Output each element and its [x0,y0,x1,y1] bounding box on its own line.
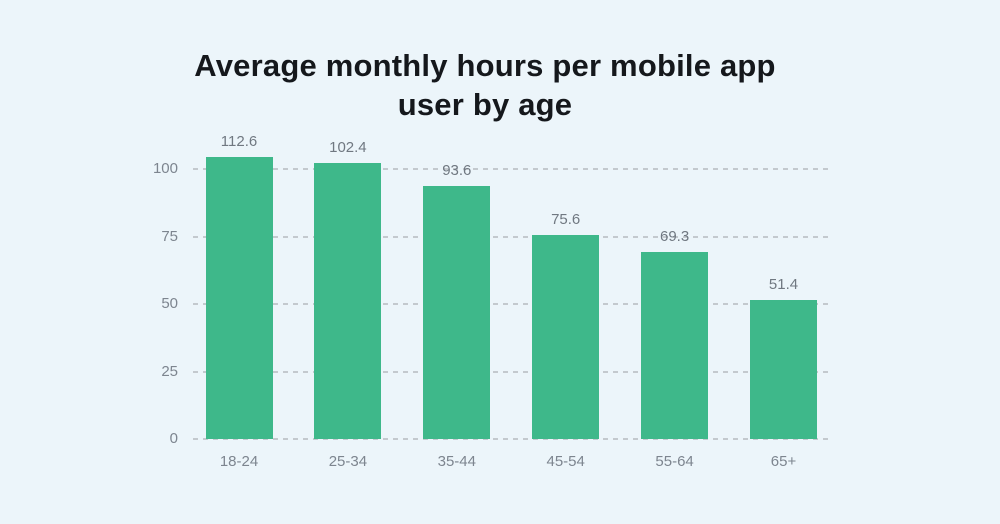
y-axis-tick-label: 75 [161,227,178,245]
bar-value-label: 69.3 [659,227,690,245]
x-axis-tick-label: 45-54 [546,453,585,470]
chart-title-line-1: Average monthly hours per mobile app [194,48,776,83]
bar [750,300,817,439]
bar-value-label: 93.6 [442,162,472,180]
bar [314,162,382,439]
gridline [193,370,829,373]
gridline [193,438,829,440]
x-axis-tick-label: 25-34 [328,453,368,470]
x-axis-tick-label: 35-44 [437,453,476,470]
bar-value-label: 112.6 [220,133,258,150]
gridline [193,303,829,305]
bar-value-label: 75.6 [551,210,581,228]
x-axis-tick-label: 55-64 [655,453,694,470]
bar [205,157,273,439]
bar [641,251,709,439]
x-axis-tick-label: 65+ [770,453,797,470]
bar [532,234,600,439]
chart-title-line-2: user by age [397,87,573,122]
gridline [193,235,829,238]
bar-value-label: 51.4 [768,276,799,294]
y-axis-tick-label: 100 [152,160,178,177]
y-axis-tick-label: 0 [169,430,178,447]
x-axis-tick-label: 18-24 [219,453,259,470]
bar [423,186,491,439]
y-axis-tick-label: 25 [161,362,178,380]
gridline [193,168,829,170]
y-axis-tick-label: 50 [161,295,178,312]
chart-title: Average monthly hours per mobile app user… [5,46,965,124]
bar-value-label: 102.4 [329,138,367,156]
